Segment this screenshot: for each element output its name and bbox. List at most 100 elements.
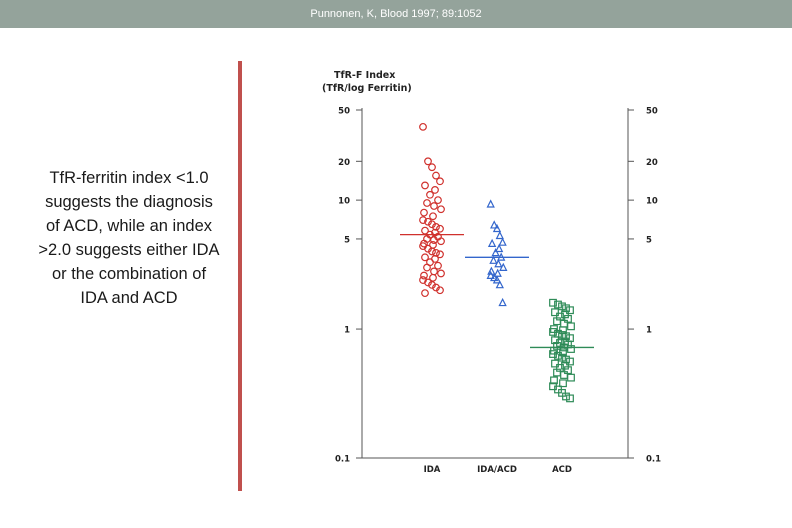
acd-point <box>559 379 567 388</box>
y-tick-label-right: 1 <box>646 326 652 336</box>
ida-acd-point <box>492 223 502 233</box>
ida-acd-point <box>490 272 499 282</box>
title-bar <box>0 0 792 28</box>
ida-acd-point <box>498 237 507 246</box>
acd-point <box>549 298 557 307</box>
ida-acd-point <box>492 275 502 284</box>
ida-acd-point <box>490 220 499 229</box>
acd-point <box>549 350 557 358</box>
chart-subtitle: (TfR/log Ferritin) <box>322 83 412 94</box>
ida-point <box>432 222 440 231</box>
acd-point <box>562 392 570 401</box>
x-category-label: ACD <box>552 465 572 475</box>
ida-point <box>421 226 429 235</box>
ida-point <box>428 163 436 172</box>
ida-acd-point <box>499 262 508 271</box>
data-points <box>419 122 575 403</box>
acd-point <box>549 328 557 336</box>
ida-point <box>437 205 445 214</box>
ida-point <box>424 217 432 226</box>
y-tick-label-right: 5 <box>646 235 652 245</box>
y-tick-label-left: 50 <box>338 107 350 117</box>
ida-point <box>434 196 442 205</box>
ida-acd-point <box>489 255 498 264</box>
ida-point <box>428 220 436 229</box>
y-tick-label-left: 5 <box>344 235 350 245</box>
ida-point <box>437 237 445 246</box>
ida-acd-point <box>486 270 495 279</box>
tfr-ferritin-chart: TfR-F Index (TfR/log Ferritin) 502010510… <box>322 70 661 475</box>
y-tick-label-left: 10 <box>338 197 350 207</box>
ida-acd-point <box>498 297 507 307</box>
ida-point <box>423 263 431 272</box>
acd-point <box>558 353 566 362</box>
ida-point <box>436 286 444 295</box>
y-tick-label-right: 0.1 <box>646 455 661 465</box>
ida-point <box>421 181 429 190</box>
acd-point <box>564 314 572 323</box>
acd-point <box>564 366 572 375</box>
ida-point <box>436 177 444 186</box>
citation-text: Punnonen, K, Blood 1997; 89:1052 <box>310 8 482 20</box>
ida-acd-point <box>493 268 502 277</box>
ida-point <box>434 261 442 270</box>
acd-point <box>566 306 574 315</box>
ida-point <box>421 253 429 262</box>
acd-point <box>566 357 574 366</box>
ida-acd-point <box>491 248 500 257</box>
acd-point <box>551 359 559 368</box>
x-category-labels: IDA IDA/ACD ACD <box>424 465 572 475</box>
ida-point <box>419 216 427 224</box>
ida-point <box>424 157 432 166</box>
ida-point <box>437 269 445 278</box>
x-category-label: IDA/ACD <box>477 465 517 475</box>
ida-point <box>429 273 437 282</box>
ida-point <box>430 267 438 276</box>
ida-point <box>436 250 444 259</box>
acd-point <box>558 302 566 311</box>
ida-point <box>424 278 432 287</box>
y-tick-label-right: 50 <box>646 107 658 117</box>
ida-point <box>419 122 427 131</box>
acd-point <box>554 351 562 360</box>
acd-point <box>567 322 575 331</box>
ida-acd-point <box>494 259 503 268</box>
acd-point <box>560 371 568 379</box>
acd-point <box>560 319 568 328</box>
ida-point <box>429 212 437 221</box>
ida-point <box>431 186 439 194</box>
y-tick-label-left: 1 <box>344 326 350 336</box>
y-ticks-right: 50 20 10 5 1 0.1 <box>628 107 661 465</box>
median-lines <box>400 233 594 349</box>
y-tick-label-left: 20 <box>338 158 350 168</box>
ida-acd-point <box>494 243 504 253</box>
y-tick-label-right: 10 <box>646 197 658 207</box>
ida-point <box>430 202 438 210</box>
acd-point <box>566 394 574 403</box>
ida-point <box>423 199 431 207</box>
ida-acd-point <box>486 199 495 208</box>
ida-point <box>428 247 436 256</box>
slide-body-text: TfR-ferritin index <1.0 suggests the dia… <box>38 169 220 307</box>
acd-point <box>567 345 575 353</box>
y-tick-label-left: 0.1 <box>335 455 350 465</box>
ida-acd-point <box>487 238 497 248</box>
y-tick-label-right: 20 <box>646 158 658 168</box>
y-ticks-left: 50 20 10 5 1 0.1 <box>335 107 362 465</box>
ida-point <box>426 190 434 199</box>
ida-point <box>421 289 429 298</box>
ida-point <box>436 224 444 233</box>
chart-title: TfR-F Index <box>334 70 395 81</box>
ida-point <box>420 208 428 217</box>
acd-point <box>550 376 558 385</box>
acd-point <box>554 300 562 309</box>
ida-point <box>432 171 440 180</box>
ida-point <box>428 281 436 289</box>
ida-point <box>420 271 428 280</box>
acd-point <box>567 373 575 382</box>
ida-acd-point <box>495 230 504 240</box>
x-category-label: IDA <box>424 465 441 475</box>
ida-acd-point <box>495 280 504 289</box>
acd-point <box>551 308 559 317</box>
acd-point <box>562 332 570 341</box>
